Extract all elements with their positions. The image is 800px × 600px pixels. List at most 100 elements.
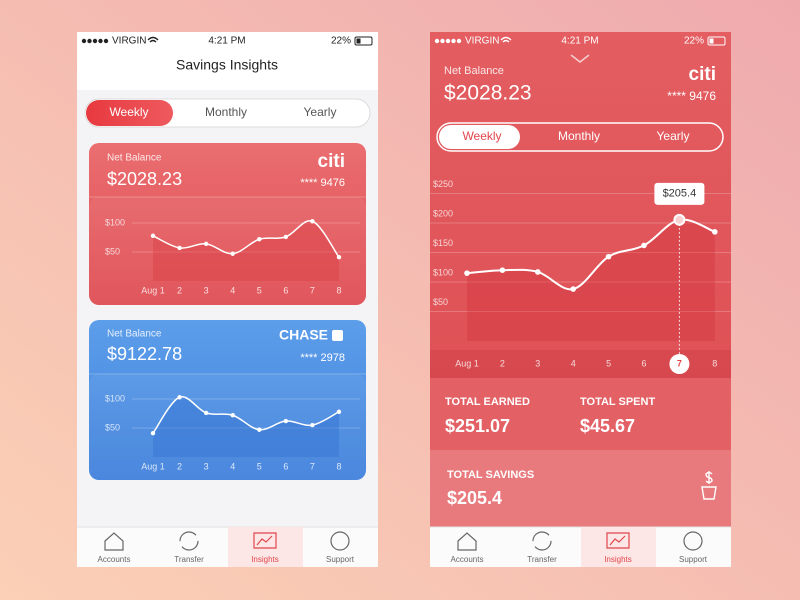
point bbox=[150, 233, 156, 238]
x-tick-label[interactable]: 5 bbox=[606, 358, 611, 368]
card[interactable] bbox=[89, 143, 366, 305]
point bbox=[257, 427, 262, 432]
x-label-selected bbox=[669, 354, 690, 374]
card-label: Net Balance bbox=[107, 329, 162, 340]
account-number: **** 9476 bbox=[300, 177, 345, 189]
point bbox=[283, 234, 289, 240]
x-tick-label[interactable]: 4 bbox=[571, 358, 576, 368]
x-tick-label[interactable]: 7 bbox=[677, 358, 682, 368]
line bbox=[152, 220, 340, 258]
x-tick-label[interactable]: Aug 1 bbox=[141, 285, 165, 295]
bank-logo: CHASE bbox=[279, 327, 328, 343]
left-screen: VIRGIN 4:21 PM 22% Savings Insights Week… bbox=[77, 32, 378, 567]
total-label: TOTAL SPENT bbox=[580, 396, 655, 408]
x-tick-label[interactable]: 8 bbox=[336, 285, 341, 295]
x-tick-label[interactable]: Aug 1 bbox=[455, 358, 479, 368]
total-value: $251.07 bbox=[445, 416, 510, 436]
signal bbox=[81, 38, 109, 44]
nav-icon bbox=[683, 531, 703, 551]
totals-panel bbox=[430, 378, 731, 450]
card-balance: $9122.78 bbox=[107, 344, 182, 364]
nav-label[interactable]: Insights bbox=[604, 555, 632, 564]
point bbox=[464, 270, 470, 276]
x-tick-label[interactable]: 6 bbox=[641, 358, 646, 368]
y-tick-label: $100 bbox=[105, 393, 125, 403]
x-tick-label[interactable]: 3 bbox=[204, 461, 209, 471]
segment-selected bbox=[86, 100, 173, 126]
tab-bar bbox=[77, 527, 378, 567]
x-tick-label[interactable]: 6 bbox=[283, 461, 288, 471]
point bbox=[177, 395, 182, 400]
y-tick-label: $50 bbox=[105, 246, 120, 256]
nav-label[interactable]: Accounts bbox=[98, 555, 131, 564]
battery-fill bbox=[709, 38, 714, 44]
segment-tab[interactable]: Yearly bbox=[657, 129, 690, 143]
nav-label[interactable]: Transfer bbox=[174, 555, 204, 564]
x-tick-label[interactable]: 4 bbox=[230, 285, 235, 295]
x-tick-label[interactable]: 8 bbox=[712, 358, 717, 368]
x-tick-label[interactable]: 2 bbox=[500, 358, 505, 368]
tab-selected bbox=[581, 527, 656, 567]
point bbox=[177, 245, 182, 251]
right-screen: VIRGIN 4:21 PM 22% Net Balance $2028.23 … bbox=[430, 32, 731, 567]
point bbox=[203, 410, 209, 416]
y-tick-label: $50 bbox=[433, 297, 448, 307]
point bbox=[570, 286, 576, 292]
nav-label[interactable]: Support bbox=[326, 555, 355, 564]
y-tick-label: $200 bbox=[433, 208, 453, 218]
account-number: **** 2978 bbox=[300, 352, 345, 364]
area bbox=[467, 219, 715, 341]
x-tick-label[interactable]: 4 bbox=[230, 461, 235, 471]
line bbox=[152, 396, 340, 434]
x-tick-label[interactable]: 5 bbox=[257, 285, 262, 295]
segment-tab[interactable]: Weekly bbox=[462, 129, 501, 143]
nav-icon bbox=[606, 532, 630, 549]
y-tick-label: $250 bbox=[433, 179, 453, 189]
savings-icon bbox=[701, 471, 717, 500]
segment-tab[interactable]: Weekly bbox=[109, 105, 148, 119]
balance: $2028.23 bbox=[444, 82, 532, 105]
point bbox=[283, 418, 289, 424]
nav-icon bbox=[532, 531, 552, 551]
point bbox=[336, 409, 342, 414]
segment-tab[interactable]: Yearly bbox=[304, 105, 337, 119]
y-tick-label: $100 bbox=[433, 267, 453, 277]
x-tick-label[interactable]: 3 bbox=[204, 285, 209, 295]
carrier: VIRGIN bbox=[465, 36, 499, 47]
segment-tab[interactable]: Monthly bbox=[205, 105, 247, 119]
point bbox=[712, 229, 718, 235]
point bbox=[230, 251, 235, 256]
x-tick-label[interactable]: 3 bbox=[535, 358, 540, 368]
x-tick-label[interactable]: 2 bbox=[177, 461, 182, 471]
x-tick-label[interactable]: 8 bbox=[336, 461, 341, 471]
account-number: **** 9476 bbox=[667, 89, 716, 103]
x-tick-label[interactable]: 2 bbox=[177, 285, 182, 295]
nav-label[interactable]: Insights bbox=[251, 555, 279, 564]
segment-tab[interactable]: Monthly bbox=[558, 129, 600, 143]
time: 4:21 PM bbox=[561, 36, 598, 47]
battery-icon bbox=[707, 36, 726, 46]
x-tick-label[interactable]: 7 bbox=[310, 461, 315, 471]
tooltip-label: $205.4 bbox=[663, 188, 697, 200]
time: 4:21 PM bbox=[208, 36, 245, 47]
page-title: Savings Insights bbox=[176, 57, 278, 73]
nav-label[interactable]: Support bbox=[679, 555, 708, 564]
x-tick-label[interactable]: Aug 1 bbox=[141, 461, 165, 471]
x-tick-label[interactable]: 6 bbox=[283, 285, 288, 295]
bank-logo: citi bbox=[689, 64, 716, 85]
point bbox=[499, 267, 506, 274]
collapse-chevron[interactable] bbox=[570, 54, 590, 63]
tooltip bbox=[654, 182, 705, 205]
x-tick-label[interactable]: 5 bbox=[257, 461, 262, 471]
card-chart-area bbox=[89, 374, 366, 480]
nav-label[interactable]: Transfer bbox=[527, 555, 557, 564]
nav-label[interactable]: Accounts bbox=[451, 555, 484, 564]
x-tick-label[interactable]: 7 bbox=[310, 285, 315, 295]
battery-level: 22% bbox=[684, 36, 704, 47]
selected-point[interactable] bbox=[673, 213, 686, 226]
card[interactable] bbox=[89, 320, 366, 480]
total-value: $45.67 bbox=[580, 416, 635, 436]
carrier: VIRGIN bbox=[112, 36, 146, 47]
point bbox=[310, 422, 315, 428]
